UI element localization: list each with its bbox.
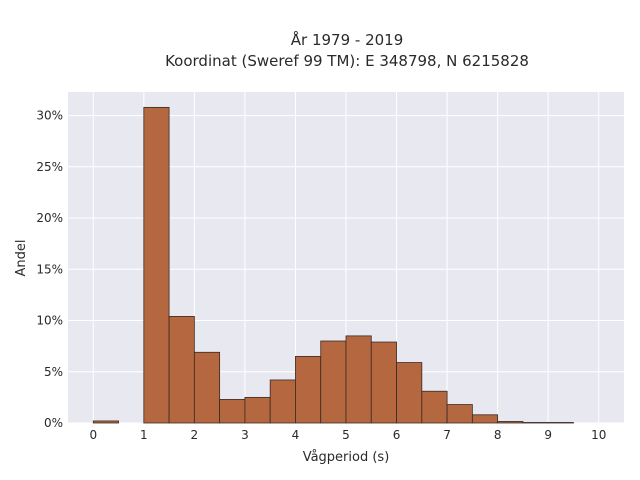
histogram-bar xyxy=(219,399,246,424)
y-tick-label: 0% xyxy=(44,416,63,430)
histogram-bar xyxy=(295,355,322,424)
y-axis-label: Andel xyxy=(14,240,29,277)
x-tick-label: 2 xyxy=(191,428,199,442)
x-tick-label: 5 xyxy=(342,428,350,442)
x-tick-label: 3 xyxy=(241,428,249,442)
y-tick-label: 10% xyxy=(36,314,63,328)
chart-title-line-1: År 1979 - 2019 xyxy=(291,30,404,49)
y-tick-label: 30% xyxy=(36,109,63,123)
histogram-bar xyxy=(193,351,221,424)
histogram-bar xyxy=(471,414,499,424)
x-tick-label: 8 xyxy=(494,428,502,442)
x-tick-label: 7 xyxy=(443,428,451,442)
x-tick-label: 6 xyxy=(393,428,401,442)
x-tick-label: 10 xyxy=(591,428,606,442)
x-tick-label: 1 xyxy=(140,428,148,442)
histogram-bar xyxy=(497,421,524,424)
histogram-bar xyxy=(269,379,296,424)
x-axis-label: Vågperiod (s) xyxy=(303,450,390,465)
y-tick-label: 25% xyxy=(36,160,63,174)
histogram-bar xyxy=(396,362,423,424)
x-tick-label: 4 xyxy=(292,428,300,442)
histogram-bar xyxy=(244,396,271,424)
y-tick-label: 15% xyxy=(36,262,63,276)
histogram-bar xyxy=(345,335,372,424)
histogram-bar xyxy=(446,404,473,424)
bars xyxy=(92,106,574,424)
y-axis-ticks: 0% 5% 10% 15% 20% 25% 30% xyxy=(36,109,63,430)
histogram-bar xyxy=(547,422,574,424)
histogram-bar xyxy=(370,341,397,424)
chart-title-line-2: Koordinat (Sweref 99 TM): E 348798, N 62… xyxy=(165,52,529,70)
y-tick-label: 5% xyxy=(44,365,63,379)
x-axis-ticks: 0 1 2 3 4 5 6 7 8 9 10 xyxy=(89,428,606,442)
histogram-bar xyxy=(168,316,195,424)
y-tick-label: 20% xyxy=(36,211,63,225)
x-tick-label: 9 xyxy=(544,428,552,442)
histogram-bar xyxy=(143,106,170,424)
x-tick-label: 0 xyxy=(89,428,97,442)
histogram-bar xyxy=(522,422,549,424)
histogram-bar xyxy=(92,420,119,424)
histogram-bar xyxy=(320,340,347,424)
histogram-bar xyxy=(421,390,448,424)
